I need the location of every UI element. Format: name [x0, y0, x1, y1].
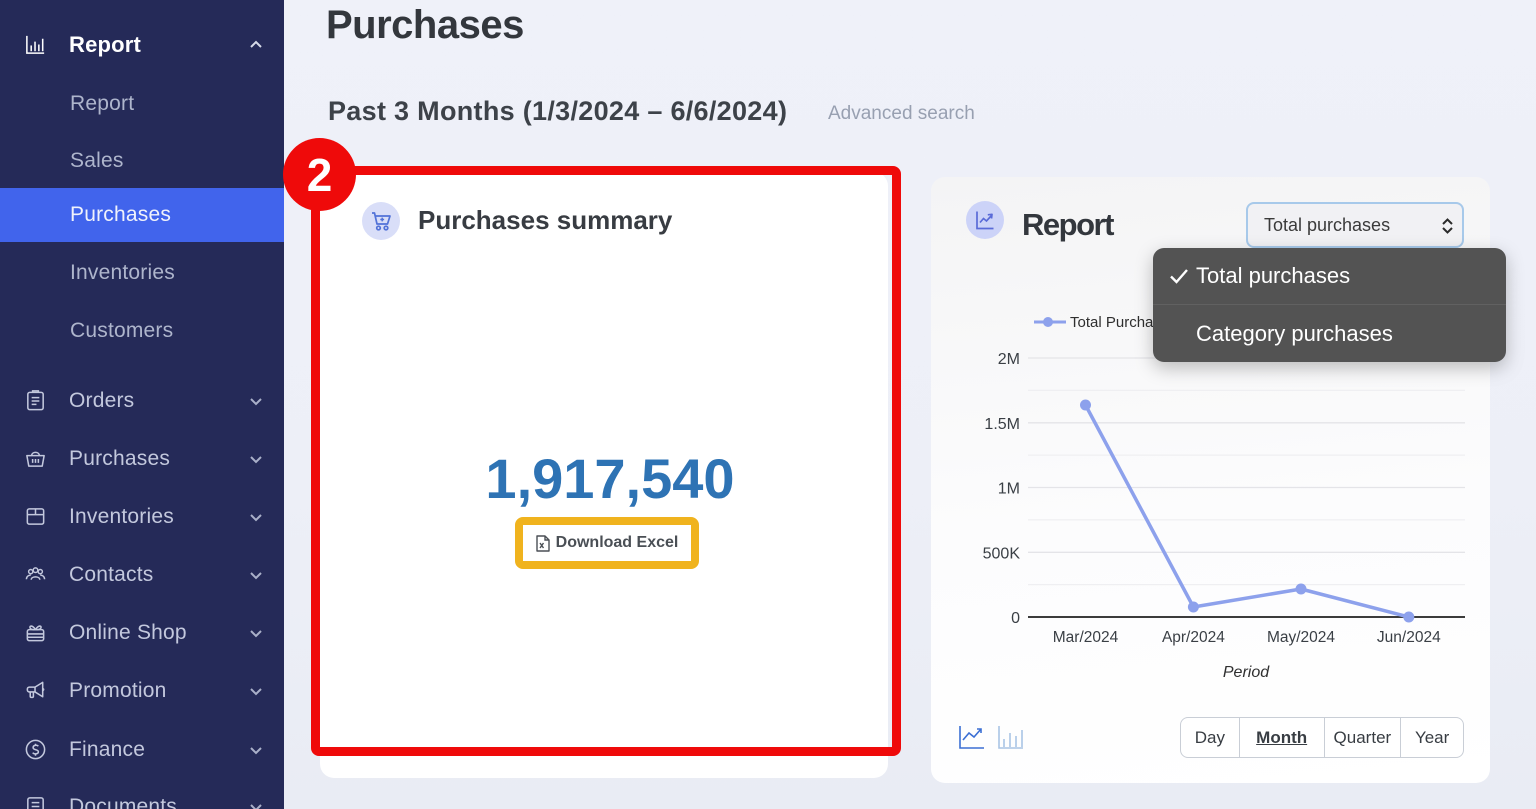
svg-text:Jun/2024: Jun/2024 [1377, 629, 1441, 646]
svg-text:1M: 1M [998, 481, 1020, 498]
svg-text:2M: 2M [998, 351, 1020, 368]
svg-text:Total Purchases: Total Purchases [1070, 314, 1177, 331]
svg-text:Apr/2024: Apr/2024 [1162, 629, 1225, 646]
svg-text:May/2024: May/2024 [1267, 629, 1335, 646]
svg-text:Mar/2024: Mar/2024 [1053, 629, 1119, 646]
svg-text:500K: 500K [983, 545, 1021, 562]
svg-text:0: 0 [1011, 610, 1020, 627]
svg-text:1.5M: 1.5M [984, 416, 1020, 433]
svg-text:Period: Period [1223, 664, 1270, 681]
